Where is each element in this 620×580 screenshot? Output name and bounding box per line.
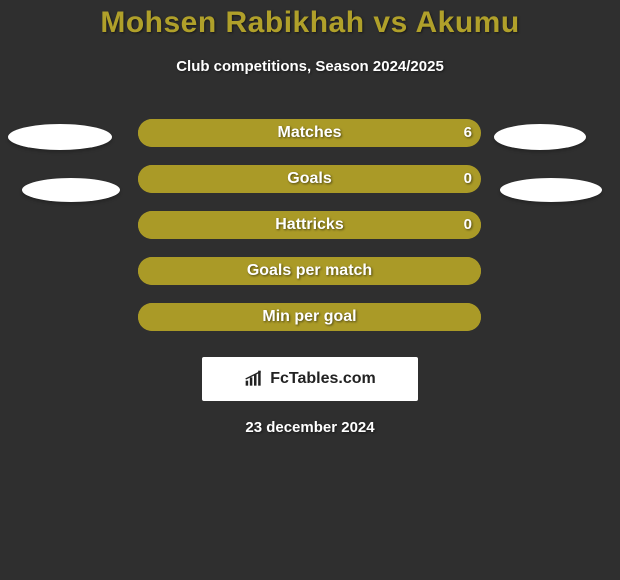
stat-row-hattricks: Hattricks 0 xyxy=(0,211,620,257)
decorative-ellipse xyxy=(500,178,602,202)
stat-row-min-per-goal: Min per goal xyxy=(0,303,620,349)
logo-badge: FcTables.com xyxy=(202,357,418,401)
stat-row-goals-per-match: Goals per match xyxy=(0,257,620,303)
bar-fill xyxy=(138,165,469,193)
bar-fill xyxy=(138,211,481,239)
bar-fill xyxy=(138,303,481,331)
bar-fill xyxy=(138,119,469,147)
barchart-icon xyxy=(244,370,264,388)
decorative-ellipse xyxy=(494,124,586,150)
page-title: Mohsen Rabikhah vs Akumu xyxy=(0,6,620,40)
bar-fill xyxy=(138,257,481,285)
logo-text: FcTables.com xyxy=(270,370,376,388)
decorative-ellipse xyxy=(8,124,112,150)
stats-area: Matches 6 Goals 0 Hattricks 0 Goals per … xyxy=(0,119,620,349)
subtitle: Club competitions, Season 2024/2025 xyxy=(0,58,620,75)
comparison-infographic: Mohsen Rabikhah vs Akumu Club competitio… xyxy=(0,0,620,580)
date-text: 23 december 2024 xyxy=(0,419,620,436)
decorative-ellipse xyxy=(22,178,120,202)
